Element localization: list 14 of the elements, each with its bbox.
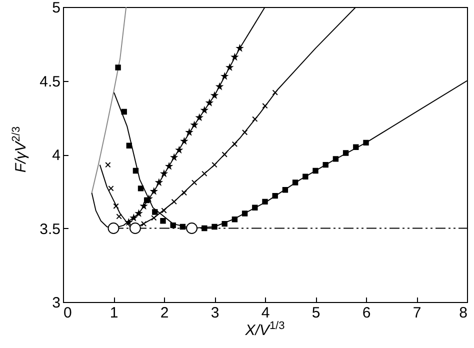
y-tick-label: 4.5 (40, 73, 60, 90)
y-tick-label: 5 (52, 0, 60, 16)
x-tick-label: 4 (261, 304, 270, 322)
x-axis-title: X/V$^{1/3}$ (244, 320, 286, 339)
y-tick-label: 4 (52, 147, 60, 164)
x-tick-label: 5 (312, 304, 320, 322)
x-tick-label: 0 (64, 304, 72, 322)
x-tick-label: 3 (210, 304, 220, 322)
x-tick-label: 8 (459, 304, 468, 322)
x-tick-label: 2 (160, 304, 169, 322)
x-tick-label: 7 (412, 304, 422, 322)
x-tick-label: 6 (362, 304, 371, 322)
x-tick-label: 1 (110, 304, 118, 322)
y-tick-label: 3.5 (40, 220, 60, 238)
